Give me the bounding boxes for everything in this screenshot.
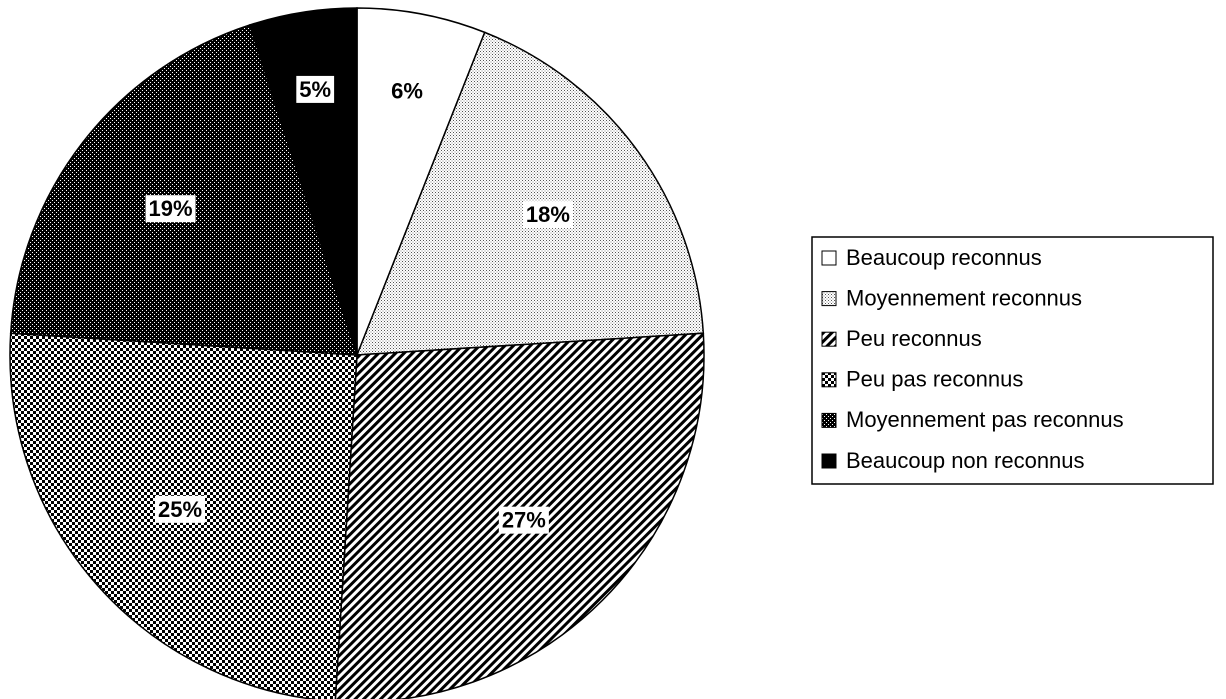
legend-label: Moyennement reconnus — [846, 285, 1082, 310]
legend-marker — [821, 331, 837, 347]
legend-label: Peu pas reconnus — [846, 367, 1023, 392]
data-label: 6% — [391, 78, 423, 103]
data-label: 18% — [526, 202, 570, 227]
data-label: 25% — [158, 497, 202, 522]
pie: 6% 18% 27% 25% 19% 5% — [9, 7, 705, 699]
pie-slice — [355, 31, 705, 356]
legend: Beaucoup reconnus Moyennement reconnus Peu… — [821, 245, 1124, 473]
legend-marker — [821, 412, 837, 428]
legend-label: Beaucoup reconnus — [846, 245, 1042, 270]
data-label: 19% — [149, 196, 193, 221]
legend-label: Peu reconnus — [846, 326, 982, 351]
legend-label: Beaucoup non reconnus — [846, 448, 1085, 473]
data-label-bg — [498, 506, 549, 534]
data-label: 5% — [299, 77, 331, 102]
legend-marker — [821, 372, 837, 388]
data-label-bg — [296, 75, 335, 103]
data-label-bg — [154, 495, 206, 523]
data-label: 27% — [502, 508, 546, 533]
data-label-bg — [522, 201, 573, 229]
data-label-bg — [388, 77, 426, 105]
legend-marker — [821, 453, 837, 469]
legend-marker — [821, 250, 837, 266]
pie-slice — [9, 24, 359, 356]
data-label-bg — [145, 195, 196, 223]
legend-label: Moyennement pas reconnus — [846, 407, 1124, 432]
legend-marker — [821, 291, 837, 307]
legend-box — [811, 236, 1214, 485]
